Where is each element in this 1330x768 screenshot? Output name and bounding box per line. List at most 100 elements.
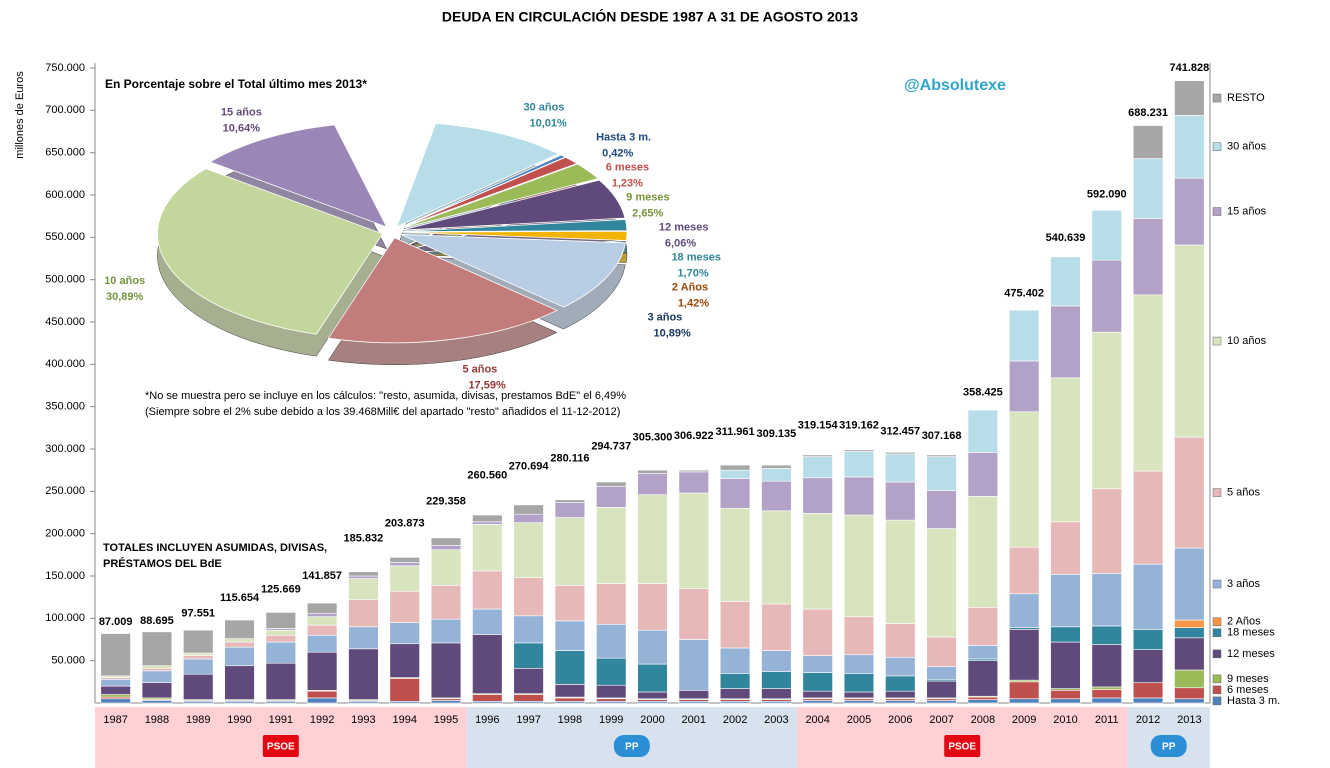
total-label: 185.832 [344, 533, 384, 545]
bar-segment [306, 612, 338, 617]
pie-slice [157, 168, 384, 335]
bar-segment [761, 603, 792, 651]
author: @Absolutexe [904, 77, 1006, 94]
bar-segment [1091, 697, 1122, 704]
bar-segment [1174, 627, 1205, 639]
bar-segment [265, 662, 297, 700]
pie-value-label: 2,65% [632, 207, 663, 219]
legend-label: 18 meses [1227, 627, 1275, 639]
bar-segment [926, 456, 957, 491]
bar-segment [1050, 689, 1081, 700]
x-tick-label: 1989 [186, 714, 210, 726]
bar-segment [1132, 563, 1164, 630]
bar-segment [761, 480, 792, 512]
bar-segment [1091, 644, 1122, 688]
pie-label: 6 meses [606, 161, 649, 173]
total-label: 307.168 [922, 430, 962, 442]
bar-segment [843, 673, 875, 693]
bar-segment [596, 698, 627, 702]
bar-segment [1050, 305, 1081, 379]
pie-value-label: 30,89% [106, 291, 144, 303]
bar-segment [596, 583, 627, 625]
bar-segment [513, 694, 544, 702]
bar-segment [719, 673, 751, 689]
bar-segment [637, 583, 668, 631]
bar-segment [926, 490, 957, 529]
totals-note: TOTALES INCLUYEN ASUMIDAS, DIVISAS, [103, 542, 327, 554]
bar-segment [265, 612, 297, 629]
bar-segment [843, 616, 875, 656]
bar-segment [678, 588, 709, 640]
y-tick-label: 600.000 [45, 189, 85, 201]
party-label: PSOE [267, 742, 295, 753]
bar-segment [430, 618, 462, 644]
bar-segment [1050, 256, 1081, 307]
bar-segment [1132, 218, 1164, 296]
legend-label: RESTO [1227, 92, 1265, 104]
bar-segment [389, 562, 420, 567]
bar-segment [967, 607, 999, 646]
bar-segment [100, 633, 131, 677]
bar-segment [926, 666, 957, 680]
bar-segment [926, 700, 957, 704]
bar-segment [802, 477, 833, 514]
x-tick-label: 1995 [434, 714, 458, 726]
party-logo [944, 735, 981, 757]
total-label: 306.922 [674, 430, 714, 442]
legend-label: 30 años [1227, 141, 1267, 153]
bar-segment [1091, 686, 1122, 690]
legend-label: 5 años [1227, 487, 1261, 499]
y-axis-label: millones de Euros [14, 71, 26, 159]
x-tick-label: 2006 [888, 714, 912, 726]
x-tick-label: 1998 [558, 714, 582, 726]
bar-segment [802, 690, 833, 699]
total-label: 319.154 [798, 420, 839, 432]
bar-segment [554, 650, 586, 685]
y-tick-label: 400.000 [45, 358, 85, 370]
bar-segment [513, 504, 544, 515]
bar-segment [967, 696, 999, 700]
total-label: 141.857 [302, 570, 342, 582]
bar-segment [430, 537, 462, 546]
party-label: PP [1162, 742, 1176, 753]
bar-segment [141, 700, 173, 704]
pie-slice [399, 156, 578, 229]
pie-label: 5 años [462, 364, 497, 376]
bar-segment [1132, 649, 1164, 683]
pie-note: *No se muestra pero se incluye en los cá… [145, 390, 626, 402]
bar-segment [802, 672, 833, 692]
pie-note: (Siempre sobre el 2% sube debido a los 3… [145, 406, 620, 418]
bar-segment [1008, 546, 1040, 595]
bar-segment [719, 507, 751, 602]
bar-segment [430, 585, 462, 620]
bar-segment [306, 602, 338, 614]
bar-segment [678, 689, 709, 700]
total-label: 294.737 [591, 440, 631, 452]
bar-segment [885, 481, 916, 521]
bar-segment [513, 522, 544, 578]
bar-segment [1174, 547, 1205, 621]
bar-segment [885, 453, 916, 483]
total-label: 311.961 [716, 426, 755, 438]
bar-segment [596, 507, 627, 584]
bar-segment [348, 571, 379, 577]
pie-label: 9 meses [626, 191, 669, 203]
bar-segment [843, 514, 875, 617]
x-tick-label: 1987 [103, 714, 127, 726]
pie-value-label: 1,42% [678, 297, 709, 309]
bar-segment [1174, 619, 1205, 628]
total-label: 229.358 [426, 496, 466, 508]
bar-segment [389, 557, 420, 563]
bar-segment [637, 469, 668, 474]
bar-segment [472, 634, 503, 694]
bar-segment [554, 499, 586, 503]
bar-segment [637, 494, 668, 584]
total-label: 592.090 [1087, 189, 1127, 201]
bar-segment [224, 638, 255, 643]
bar-segment [926, 636, 957, 667]
party-logo [613, 735, 650, 757]
pie-label: 10 años [104, 275, 145, 287]
bar-segment [678, 471, 709, 494]
x-tick-label: 2011 [1095, 714, 1119, 726]
x-tick-label: 1990 [227, 714, 251, 726]
